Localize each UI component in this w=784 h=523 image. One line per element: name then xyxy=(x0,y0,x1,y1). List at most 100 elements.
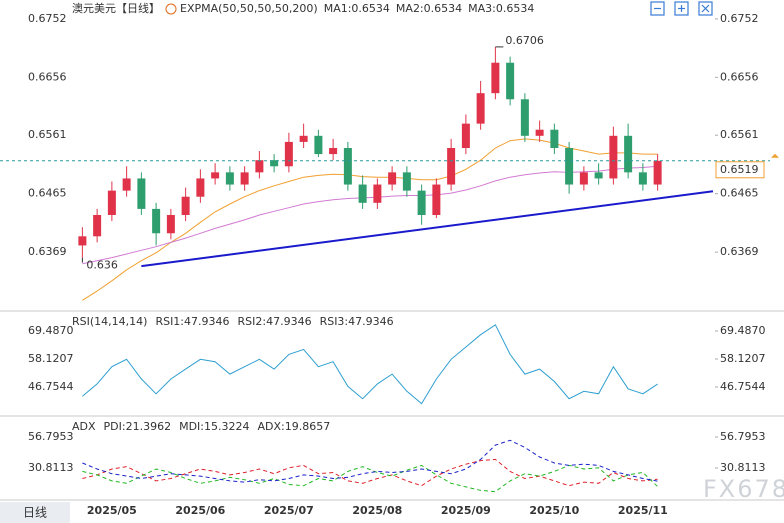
trend-line xyxy=(141,190,714,268)
last-price-arrow xyxy=(771,153,779,158)
ema-line xyxy=(82,165,658,265)
legend-item: MDI:15.3224 xyxy=(179,420,249,433)
low-annotation: 0.636 xyxy=(86,259,118,272)
last-price-label: 0.6519 xyxy=(720,163,759,176)
x-tick-label: 2025/11 xyxy=(618,504,668,517)
x-tick-label: 2025/10 xyxy=(529,504,579,517)
toolbar-icons xyxy=(650,1,713,16)
candle-body xyxy=(358,184,367,203)
candle-body xyxy=(550,129,559,148)
x-tick-label: 2025/05 xyxy=(87,504,137,517)
y-tick-label: 0.6465 xyxy=(28,187,67,200)
candle-body xyxy=(506,62,515,100)
candle-body xyxy=(609,135,618,179)
candle-body xyxy=(461,123,470,148)
candle-body xyxy=(225,172,234,185)
y-tick-label: 46.7544 xyxy=(720,380,766,393)
y-tick-label: 30.8113 xyxy=(720,461,766,474)
candle-body xyxy=(432,184,441,215)
indicator-title: ADX xyxy=(72,420,96,433)
legend-item: PDI:21.3962 xyxy=(104,420,172,433)
x-tick-label: 2025/07 xyxy=(264,504,314,517)
candle-body xyxy=(152,208,161,234)
y-tick-label: 56.7953 xyxy=(28,430,74,443)
candle-body xyxy=(314,135,323,155)
candle-body xyxy=(270,160,279,167)
legend-item: RSI3:47.9346 xyxy=(320,315,394,328)
candle-body xyxy=(107,190,116,215)
instrument-title: 澳元美元 xyxy=(72,2,116,15)
y-tick-label: 0.6369 xyxy=(28,245,67,258)
y-tick-label: 0.6752 xyxy=(720,12,759,25)
settings-icon[interactable] xyxy=(165,3,177,15)
y-tick-label: 56.7953 xyxy=(720,430,766,443)
legend-item: RSI1:47.9346 xyxy=(155,315,229,328)
y-tick-label: 0.6561 xyxy=(28,128,67,141)
y-tick-label: 0.6752 xyxy=(28,12,67,25)
candle-body xyxy=(594,172,603,179)
legend-item: MA1:0.6534 xyxy=(324,2,390,15)
high-annotation: 0.6706 xyxy=(505,34,544,47)
period-button[interactable] xyxy=(0,502,70,523)
candle-body xyxy=(402,172,411,191)
last-price-box xyxy=(715,161,765,179)
candle-body xyxy=(122,178,131,191)
candle-body xyxy=(388,172,397,185)
legend-item: MA2:0.6534 xyxy=(396,2,462,15)
indicator-line xyxy=(82,464,658,493)
x-tick-label: 2025/08 xyxy=(352,504,402,517)
candle-body xyxy=(78,236,87,246)
icon[interactable] xyxy=(650,1,665,16)
icon[interactable] xyxy=(698,1,713,16)
candle-body xyxy=(284,141,293,167)
candle-body xyxy=(373,184,382,203)
candle-body xyxy=(299,135,308,142)
x-tick-label: 2025/06 xyxy=(175,504,225,517)
legend-item: ADX:19.8657 xyxy=(257,420,330,433)
candle-body xyxy=(565,147,574,185)
watermark: FX678 xyxy=(703,475,784,503)
y-tick-label: 46.7544 xyxy=(28,380,74,393)
candle-body xyxy=(137,178,146,209)
candle-body xyxy=(447,147,456,185)
candle-body xyxy=(520,99,529,136)
candle-body xyxy=(329,147,338,155)
candle-body xyxy=(579,172,588,185)
candle-body xyxy=(476,93,485,124)
candle-body xyxy=(211,172,220,179)
y-tick-label: 58.1207 xyxy=(720,352,766,365)
y-tick-label: 0.6656 xyxy=(720,70,759,83)
candle-body xyxy=(638,172,647,185)
indicator-line xyxy=(82,458,658,487)
candle-body xyxy=(181,196,190,215)
y-tick-label: 0.6465 xyxy=(720,187,759,200)
candle-body xyxy=(343,147,352,185)
indicator-title: RSI(14,14,14) xyxy=(72,315,147,328)
icon-glyph xyxy=(701,4,710,13)
candle-body xyxy=(653,160,662,185)
candle-body xyxy=(255,160,264,173)
y-tick-label: 58.1207 xyxy=(28,352,74,365)
candle-body xyxy=(196,178,205,197)
period-button-label[interactable]: 日线 xyxy=(23,506,47,520)
indicator-line xyxy=(82,324,658,405)
y-tick-label: 69.4870 xyxy=(720,324,766,337)
candle-body xyxy=(535,129,544,136)
y-tick-label: 30.8113 xyxy=(28,461,74,474)
candle-body xyxy=(417,190,426,215)
candle-body xyxy=(491,62,500,94)
candle-body xyxy=(240,172,249,185)
legend-item: RSI2:47.9346 xyxy=(238,315,312,328)
indicator-label: EXPMA(50,50,50,50,200) xyxy=(180,2,318,15)
y-tick-label: 69.4870 xyxy=(28,324,74,337)
y-tick-label: 0.6561 xyxy=(720,128,759,141)
y-tick-label: 0.6369 xyxy=(720,245,759,258)
legend-item: MA3:0.6534 xyxy=(468,2,534,15)
candle-body xyxy=(624,135,633,173)
candle-body xyxy=(166,214,175,234)
period-label: 【日线】 xyxy=(116,1,160,15)
y-tick-label: 0.6656 xyxy=(28,70,67,83)
icon[interactable] xyxy=(674,1,689,16)
